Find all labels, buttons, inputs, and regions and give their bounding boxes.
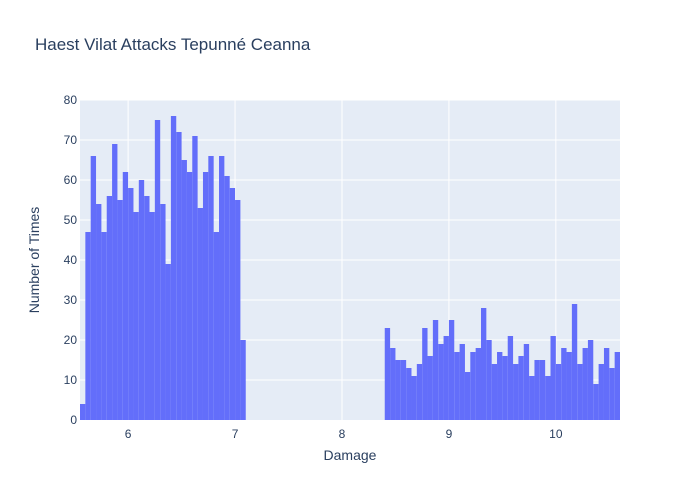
- histogram-bar: [438, 344, 444, 420]
- histogram-bar: [138, 180, 145, 420]
- histogram-bar: [587, 340, 594, 420]
- histogram-bar: [614, 352, 620, 420]
- histogram-bar: [240, 340, 246, 420]
- histogram-bar: [534, 360, 540, 420]
- histogram-bar: [523, 344, 530, 420]
- x-tick-label: 8: [339, 427, 346, 441]
- histogram-bar: [582, 348, 588, 420]
- y-tick-label: 10: [64, 373, 78, 387]
- y-tick-label: 70: [64, 133, 78, 147]
- histogram-bar: [603, 348, 610, 420]
- x-tick-label: 7: [232, 427, 239, 441]
- histogram-bar: [427, 356, 433, 420]
- histogram-bar: [593, 384, 599, 420]
- histogram-bar: [432, 320, 439, 420]
- y-tick-label: 0: [70, 413, 77, 427]
- histogram-bar: [133, 212, 139, 420]
- bars: [80, 116, 620, 420]
- histogram-bar: [480, 308, 487, 420]
- histogram-bar: [497, 352, 503, 420]
- histogram-bar: [555, 364, 562, 420]
- histogram-bar: [149, 212, 155, 420]
- histogram-bar: [101, 232, 107, 420]
- histogram-bar: [502, 356, 508, 420]
- histogram-bar: [229, 188, 236, 420]
- histogram-bar: [192, 136, 198, 420]
- histogram-bar: [518, 356, 524, 420]
- histogram-bar: [395, 360, 401, 420]
- x-axis-label: Damage: [324, 447, 377, 463]
- histogram-bar: [475, 348, 481, 420]
- histogram-bar: [235, 200, 241, 420]
- x-tick-label: 6: [125, 427, 132, 441]
- y-tick-label: 80: [64, 93, 78, 107]
- histogram-bar: [609, 368, 615, 420]
- histogram-bar: [181, 160, 187, 420]
- histogram-bar: [422, 328, 428, 420]
- histogram-bar: [106, 196, 113, 420]
- histogram-bar: [224, 176, 230, 420]
- histogram-bar: [545, 376, 551, 420]
- histogram-bar: [176, 132, 182, 420]
- histogram-bar: [571, 304, 578, 420]
- histogram-bar: [416, 364, 423, 420]
- histogram-bar: [411, 376, 417, 420]
- y-tick-label: 40: [64, 253, 78, 267]
- histogram-bar: [491, 364, 498, 420]
- histogram-bar: [165, 264, 171, 420]
- x-axis-ticks: 6 7 8 9 10: [125, 427, 563, 441]
- histogram-bar: [170, 116, 177, 420]
- histogram-bar: [459, 344, 465, 420]
- histogram-bar: [384, 328, 391, 420]
- histogram-bar: [112, 144, 118, 420]
- histogram-bar: [577, 364, 583, 420]
- histogram-bar: [90, 156, 97, 420]
- y-tick-label: 50: [64, 213, 78, 227]
- histogram-bar: [219, 156, 225, 420]
- histogram-bar: [85, 232, 91, 420]
- histogram-bar: [144, 196, 150, 420]
- histogram-bar: [128, 188, 134, 420]
- histogram-bar: [486, 340, 492, 420]
- histogram-bar: [539, 360, 546, 420]
- histogram-bar: [80, 404, 86, 420]
- histogram-bar: [213, 232, 220, 420]
- histogram-bar: [197, 208, 203, 420]
- histogram-bar: [448, 320, 455, 420]
- histogram-bar: [117, 200, 123, 420]
- y-tick-label: 20: [64, 333, 78, 347]
- y-tick-label: 30: [64, 293, 78, 307]
- y-axis-label: Number of Times: [26, 207, 42, 314]
- histogram-bar: [208, 156, 214, 420]
- histogram-bar: [464, 372, 471, 420]
- histogram-bar: [470, 352, 476, 420]
- histogram-bar: [507, 336, 514, 420]
- histogram-bar: [400, 360, 407, 420]
- histogram-bar: [513, 364, 519, 420]
- x-tick-label: 9: [446, 427, 453, 441]
- histogram-bar: [443, 336, 449, 420]
- histogram-bar: [96, 204, 102, 420]
- histogram-bar: [566, 352, 572, 420]
- histogram-bar: [529, 376, 535, 420]
- histogram-bar: [122, 172, 129, 420]
- x-tick-label: 10: [549, 427, 563, 441]
- histogram-bar: [454, 352, 460, 420]
- histogram-bar: [561, 348, 567, 420]
- y-axis-ticks: 0 10 20 30 40 50 60 70 80: [64, 93, 78, 427]
- histogram-bar: [186, 172, 193, 420]
- histogram-bar: [202, 172, 209, 420]
- histogram-bar: [390, 348, 396, 420]
- histogram-bar: [406, 368, 412, 420]
- chart-title: Haest Vilat Attacks Tepunné Ceanna: [35, 35, 311, 54]
- y-tick-label: 60: [64, 173, 78, 187]
- histogram-bar: [154, 120, 161, 420]
- histogram-bar: [598, 364, 604, 420]
- histogram-bar: [550, 336, 556, 420]
- histogram-bar: [160, 204, 166, 420]
